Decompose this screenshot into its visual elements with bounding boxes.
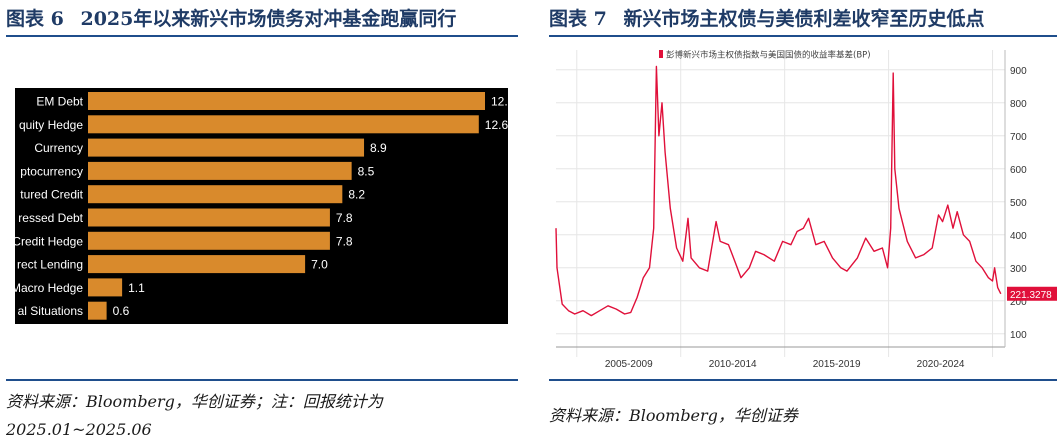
x-tick-label-4: 2020-2024 [917, 359, 965, 370]
y-tick-label-400: 400 [1010, 231, 1027, 242]
left-figure-title: 图表 6 2025年以来新兴市场债务对冲基金跑赢同行 [6, 4, 456, 31]
bar-10 [88, 301, 107, 320]
y-tick-label-900: 900 [1010, 66, 1027, 77]
bar-9 [88, 278, 123, 297]
left-figure-heading: 2025年以来新兴市场债务对冲基金跑赢同行 [80, 8, 457, 30]
value-label-3: 8.9 [370, 141, 387, 155]
value-label-8: 7.0 [311, 258, 328, 272]
line-chart-svg: 100 200 300 400 500 600 700 800 900 2005-2009 2010… [555, 50, 1057, 370]
left-source-note: 资料来源：Bloomberg，华创证券；注：回报统计为 [6, 392, 383, 411]
category-label-7: Credit Hedge [15, 234, 83, 248]
last-value-label: 221.3278 [1010, 290, 1052, 301]
right-figure-heading: 新兴市场主权债与美债利差收窄至历史低点 [623, 8, 985, 30]
y-tick-label-200: 200 [1010, 297, 1027, 308]
right-line-chart: 100 200 300 400 500 600 700 800 900 2005-2009 2010… [549, 42, 1061, 374]
value-label-9: 1.1 [128, 281, 145, 295]
category-label-5: tured Credit [20, 188, 83, 202]
y-tick-label-100: 100 [1010, 330, 1027, 341]
last-value-badge [1007, 286, 1057, 301]
category-label-4: ptocurrency [20, 164, 83, 178]
value-label-4: 8.5 [358, 164, 375, 178]
legend-swatch [659, 50, 663, 58]
category-label-2: quity Hedge [19, 118, 83, 132]
y-tick-label-700: 700 [1010, 132, 1027, 143]
value-label-5: 8.2 [348, 188, 365, 202]
category-label-10: al Situations [18, 304, 83, 318]
bar-1 [88, 92, 485, 110]
legend-label: 彭博新兴市场主权债指数与美国国债的收益率基差(BP) [666, 50, 871, 61]
left-source-period: 2025.01~2025.06 [6, 420, 152, 439]
right-source-note: 资料来源：Bloomberg，华创证券 [549, 406, 798, 425]
category-label-1: EM Debt [36, 95, 83, 109]
left-bar-chart: EM Debt 12.8% quity Hedge 12.6 Currency 8.9 pt… [15, 88, 508, 324]
left-figure-label: 图表 6 [6, 8, 64, 30]
right-source-rule [549, 379, 1057, 381]
value-label-6: 7.8 [336, 211, 353, 225]
y-tick-label-800: 800 [1010, 99, 1027, 110]
bar-5 [88, 185, 343, 204]
left-source-rule [6, 379, 518, 381]
category-label-6: ressed Debt [18, 211, 83, 225]
value-label-2: 12.6 [485, 118, 508, 132]
bar-7 [88, 231, 330, 250]
x-tick-label-3: 2015-2019 [813, 359, 861, 370]
x-tick-label-1: 2005-2009 [605, 359, 653, 370]
bar-8 [88, 255, 306, 274]
y-tick-label-600: 600 [1010, 165, 1027, 176]
value-label-1: 12.8% [491, 95, 508, 109]
bar-4 [88, 161, 352, 180]
x-tick-label-2: 2010-2014 [709, 359, 757, 370]
value-label-10: 0.6 [113, 304, 130, 318]
spread-series-line [555, 65, 1002, 317]
category-label-9: Macro Hedge [15, 281, 83, 295]
value-label-7: 7.8 [336, 234, 353, 248]
y-tick-label-300: 300 [1010, 264, 1027, 275]
y-tick-label-500: 500 [1010, 198, 1027, 209]
right-figure-title: 图表 7 新兴市场主权债与美债利差收窄至历史低点 [549, 4, 984, 31]
bar-3 [88, 138, 365, 157]
right-figure-label: 图表 7 [549, 8, 607, 30]
bar-chart-svg: EM Debt 12.8% quity Hedge 12.6 Currency 8.9 pt… [15, 92, 508, 320]
bar-2 [88, 115, 479, 134]
right-title-rule [549, 35, 1057, 37]
left-title-rule [6, 35, 518, 37]
bar-6 [88, 208, 330, 227]
category-label-3: Currency [34, 141, 83, 155]
category-label-8: rect Lending [17, 258, 83, 272]
